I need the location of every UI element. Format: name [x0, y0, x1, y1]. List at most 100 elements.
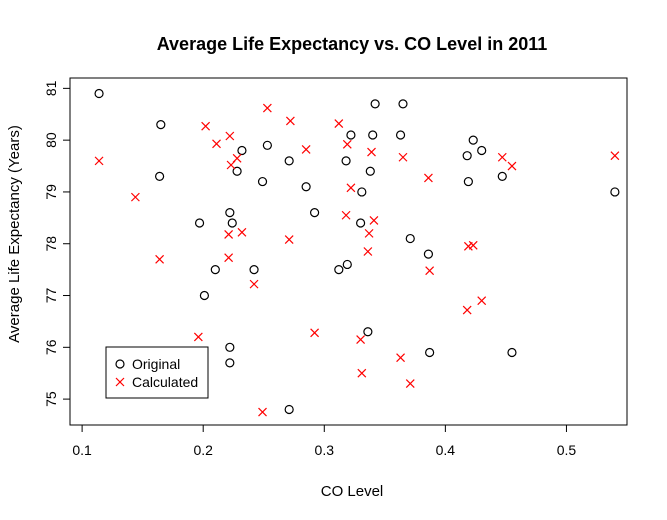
original-point [398, 99, 408, 109]
original-point [497, 171, 507, 182]
y-tick-label: 79 [43, 184, 59, 200]
original-point [284, 156, 294, 166]
original-point [507, 347, 517, 358]
original-point [237, 145, 247, 156]
calculated-point [364, 228, 374, 238]
x-tick-label: 0.2 [193, 442, 213, 458]
original-point [225, 358, 235, 368]
calculated-point [356, 335, 366, 344]
y-tick-label: 75 [43, 391, 59, 407]
original-point [199, 290, 210, 301]
x-axis-label: CO Level [321, 483, 384, 500]
y-tick-label: 81 [43, 80, 59, 96]
calculated-point [405, 379, 415, 388]
original-point [249, 265, 259, 275]
plot-frame [69, 77, 628, 426]
x-tick-label: 0.5 [557, 442, 577, 458]
original-point [94, 88, 104, 99]
calculated-point [310, 328, 320, 338]
calculated-point [341, 210, 351, 220]
calculated-point [285, 116, 295, 126]
x-tick-label: 0.1 [72, 442, 92, 458]
original-point [463, 176, 473, 187]
original-point [370, 99, 380, 109]
original-point [462, 151, 472, 161]
original-point [225, 342, 235, 352]
calculated-point [249, 279, 259, 289]
original-point [405, 233, 415, 244]
legend-marker-original [115, 359, 125, 369]
calculated-point [224, 253, 234, 263]
original-point [309, 208, 320, 218]
calculated-point [232, 153, 242, 163]
original-point [257, 176, 268, 187]
original-point [156, 120, 166, 130]
calculated-point [425, 266, 435, 276]
original-point [301, 182, 311, 192]
original-point [341, 156, 351, 166]
calculated-point [237, 227, 247, 237]
original-point [194, 218, 205, 228]
original-point [346, 130, 356, 140]
legend: Original Calculated [105, 346, 209, 399]
calculated-point [342, 139, 352, 149]
calculated-point [507, 161, 517, 171]
y-tick-label: 78 [43, 236, 59, 252]
original-point [365, 166, 375, 176]
original-point [363, 327, 373, 337]
original-point [610, 187, 620, 197]
calculated-point [193, 332, 203, 342]
original-point [232, 166, 242, 176]
original-point [425, 347, 435, 358]
original-point [477, 145, 487, 156]
y-axis-label: Average Life Expectancy (Years) [6, 125, 23, 343]
calculated-point [201, 121, 211, 131]
x-tick-label: 0.3 [315, 442, 335, 458]
calculated-point [258, 407, 267, 417]
legend-label-calculated: Calculated [132, 374, 198, 390]
original-point [357, 187, 367, 197]
data-points [94, 88, 620, 417]
original-point [356, 218, 366, 228]
calculated-point [423, 173, 433, 183]
calculated-point [155, 254, 165, 264]
original-point [210, 265, 220, 275]
original-point [423, 249, 434, 259]
calculated-point [357, 368, 367, 378]
original-point [284, 404, 294, 415]
original-point [155, 171, 165, 182]
calculated-point [468, 240, 478, 250]
calculated-point [462, 305, 472, 315]
original-point [225, 208, 235, 218]
calculated-point [212, 139, 221, 149]
y-tick-label: 80 [43, 132, 59, 148]
calculated-point [497, 152, 507, 162]
calculated-point [130, 192, 140, 202]
legend-label-original: Original [132, 356, 180, 372]
calculated-point [224, 229, 234, 239]
y-tick-label: 77 [43, 288, 59, 304]
series-original [94, 88, 620, 415]
calculated-point [334, 119, 344, 129]
calculated-point [262, 103, 272, 113]
calculated-point [225, 131, 235, 141]
calculated-point [477, 296, 487, 306]
calculated-point [396, 353, 405, 363]
series-calculated [94, 103, 620, 417]
calculated-point [284, 235, 294, 245]
chart-title: Average Life Expectancy vs. CO Level in … [157, 34, 548, 54]
calculated-point [398, 152, 408, 162]
x-tick-label: 0.4 [436, 442, 456, 458]
calculated-point [363, 247, 373, 256]
calculated-point [610, 151, 620, 161]
original-point [342, 259, 352, 270]
legend-marker-calculated [115, 377, 125, 387]
calculated-point [94, 156, 104, 166]
original-point [395, 130, 406, 140]
original-point [368, 130, 378, 140]
original-point [262, 140, 272, 150]
x-axis: 0.1 0.2 0.3 0.4 0.5 [72, 425, 576, 458]
calculated-point [369, 216, 379, 225]
calculated-point [367, 147, 376, 157]
